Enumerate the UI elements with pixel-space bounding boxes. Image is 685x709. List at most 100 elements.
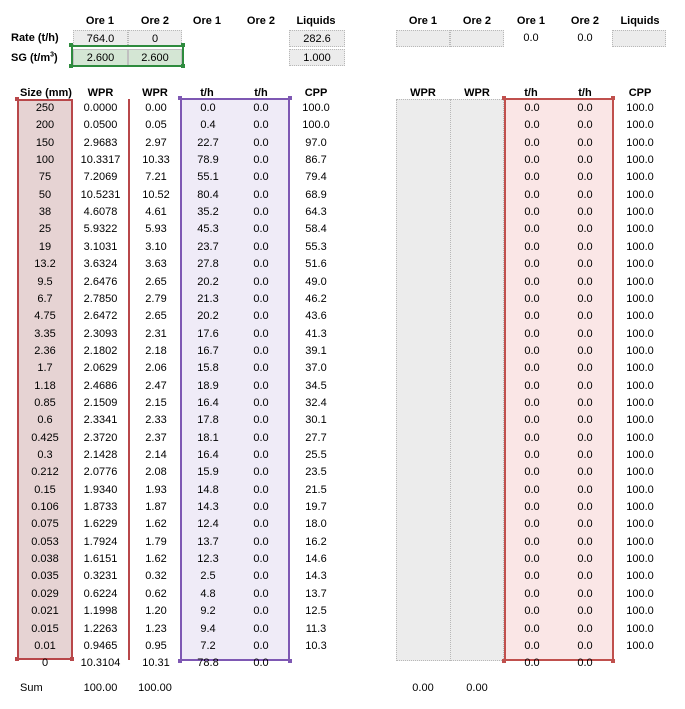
th-ore2-cell[interactable]: 0.0 xyxy=(253,379,269,392)
wpr-ore2-cell[interactable]: 1.62 xyxy=(145,553,167,566)
right-cpp-cell[interactable]: 100.0 xyxy=(626,639,654,652)
right-cpp-cell[interactable]: 100.0 xyxy=(626,396,654,409)
th-ore1-cell[interactable]: 16.4 xyxy=(197,449,219,461)
wpr-ore1-cell[interactable]: 2.1428 xyxy=(83,449,118,461)
right-th-ore1-cell[interactable]: 0.0 xyxy=(524,518,540,531)
wpr-ore2-cell[interactable]: 7.21 xyxy=(145,171,167,184)
wpr-ore1-cell[interactable]: 2.6476 xyxy=(83,275,118,288)
cpp-cell[interactable]: 86.7 xyxy=(305,154,327,167)
cpp-cell[interactable]: 25.5 xyxy=(305,449,327,461)
wpr-ore2-cell[interactable]: 1.87 xyxy=(145,501,167,514)
wpr-ore2-cell[interactable]: 4.61 xyxy=(145,206,167,219)
wpr-ore2-cell[interactable]: 1.23 xyxy=(145,622,167,635)
right-th-ore1-cell[interactable]: 0.0 xyxy=(524,605,540,618)
right-th-ore1-cell[interactable]: 0.0 xyxy=(524,206,540,219)
right-th-ore1-cell[interactable]: 0.0 xyxy=(524,119,540,132)
right-th-ore2-cell[interactable]: 0.0 xyxy=(577,639,593,652)
right-th-ore2-cell[interactable]: 0.0 xyxy=(577,310,593,323)
wpr-ore2-cell[interactable]: 2.18 xyxy=(145,344,167,357)
right-cpp-cell[interactable]: 100.0 xyxy=(626,119,654,132)
wpr-ore2-cell[interactable]: 1.20 xyxy=(145,605,167,618)
wpr-ore2-cell[interactable]: 0.95 xyxy=(145,639,167,652)
th-ore2-cell[interactable]: 0.0 xyxy=(253,258,269,271)
size-cell[interactable]: 75 xyxy=(38,171,52,184)
wpr-ore2-cell[interactable]: 2.97 xyxy=(145,136,167,149)
th-ore1-cell[interactable]: 23.7 xyxy=(197,240,219,253)
wpr-ore2-cell[interactable]: 2.65 xyxy=(145,310,167,323)
wpr-ore2-cell[interactable]: 2.47 xyxy=(145,379,167,392)
th-ore1-cell[interactable]: 18.9 xyxy=(197,379,219,392)
right-cpp-cell[interactable]: 100.0 xyxy=(626,449,654,461)
right-th-ore1-cell[interactable]: 0.0 xyxy=(524,639,540,652)
size-cell[interactable]: 0.053 xyxy=(31,535,59,548)
right-th-ore1-cell[interactable]: 0.0 xyxy=(524,344,540,357)
wpr-ore1-cell[interactable]: 0.9465 xyxy=(83,639,118,652)
right-cpp-cell[interactable]: 100.0 xyxy=(626,206,654,219)
wpr-ore1-cell[interactable]: 2.0776 xyxy=(83,466,118,479)
right-th-ore1-cell[interactable]: 0.0 xyxy=(524,501,540,514)
th-ore2-cell[interactable]: 0.0 xyxy=(253,344,269,357)
right-th-ore2-cell[interactable]: 0.0 xyxy=(577,518,593,531)
size-cell[interactable]: 200 xyxy=(35,119,55,132)
th-ore1-cell[interactable]: 22.7 xyxy=(197,136,219,149)
right-cpp-cell[interactable]: 100.0 xyxy=(626,240,654,253)
cpp-cell[interactable]: 46.2 xyxy=(305,292,327,305)
wpr-ore2-cell[interactable]: 2.37 xyxy=(145,431,167,444)
th-ore2-cell[interactable]: 0.0 xyxy=(253,136,269,149)
wpr-ore1-cell[interactable]: 3.6324 xyxy=(83,258,118,271)
right-th-ore1-cell[interactable]: 0.0 xyxy=(524,414,540,427)
wpr-ore1-cell[interactable]: 0.3231 xyxy=(83,570,118,583)
right-cpp-cell[interactable]: 100.0 xyxy=(626,587,654,600)
wpr-ore2-cell[interactable]: 3.63 xyxy=(145,258,167,271)
th-ore1-cell[interactable]: 15.8 xyxy=(197,362,219,375)
right-cpp-cell[interactable]: 100.0 xyxy=(626,188,654,201)
cpp-cell[interactable]: 19.7 xyxy=(305,501,327,514)
right-cpp-cell[interactable]: 100.0 xyxy=(626,622,654,635)
sg-ore2-input[interactable]: 2.600 xyxy=(128,49,182,66)
th-ore2-cell[interactable]: 0.0 xyxy=(253,362,269,375)
cpp-cell[interactable]: 39.1 xyxy=(305,344,327,357)
wpr-ore1-cell[interactable]: 0.0000 xyxy=(83,102,118,114)
right-th-ore2-cell[interactable]: 0.0 xyxy=(577,553,593,566)
th-ore1-cell[interactable]: 7.2 xyxy=(200,639,216,652)
cpp-cell[interactable]: 58.4 xyxy=(305,223,327,236)
th-ore2-cell[interactable]: 0.0 xyxy=(253,327,269,340)
size-cell[interactable]: 50 xyxy=(38,188,52,201)
th-ore1-cell[interactable]: 18.1 xyxy=(197,431,219,444)
right-th-ore2-cell[interactable]: 0.0 xyxy=(577,449,593,461)
cpp-cell[interactable]: 97.0 xyxy=(305,136,327,149)
rate-liquids-value[interactable]: 282.6 xyxy=(289,30,345,47)
right-cpp-cell[interactable]: 100.0 xyxy=(626,605,654,618)
size-cell[interactable]: 0.01 xyxy=(34,639,56,652)
size-cell[interactable]: 25 xyxy=(38,223,52,236)
cpp-cell[interactable]: 34.5 xyxy=(305,379,327,392)
right-th-ore1-cell[interactable]: 0.0 xyxy=(524,570,540,583)
right-th-ore1-cell[interactable]: 0.0 xyxy=(524,310,540,323)
size-cell[interactable]: 0.85 xyxy=(34,396,56,409)
size-cell[interactable]: 150 xyxy=(35,136,55,149)
cpp-cell[interactable]: 14.6 xyxy=(305,553,327,566)
cpp-cell[interactable]: 64.3 xyxy=(305,206,327,219)
right-th-ore2-cell[interactable]: 0.0 xyxy=(577,570,593,583)
right-th-ore2-cell[interactable]: 0.0 xyxy=(577,206,593,219)
right-th-ore2-cell[interactable]: 0.0 xyxy=(577,431,593,444)
right-cpp-cell[interactable]: 100.0 xyxy=(626,327,654,340)
th-ore1-cell[interactable]: 78.8 xyxy=(197,657,219,670)
size-cell[interactable]: 0.035 xyxy=(31,570,59,583)
th-ore2-cell[interactable]: 0.0 xyxy=(253,587,269,600)
right-th-ore2-cell[interactable]: 0.0 xyxy=(577,258,593,271)
wpr-ore1-cell[interactable]: 2.1509 xyxy=(83,396,118,409)
th-ore2-cell[interactable]: 0.0 xyxy=(253,275,269,288)
th-ore2-cell[interactable]: 0.0 xyxy=(253,501,269,514)
wpr-ore2-cell[interactable]: 2.65 xyxy=(145,275,167,288)
th-ore2-cell[interactable]: 0.0 xyxy=(253,292,269,305)
right-th-ore1-cell[interactable]: 0.0 xyxy=(524,622,540,635)
th-ore2-cell[interactable]: 0.0 xyxy=(253,119,269,132)
size-cell[interactable]: 0.021 xyxy=(31,605,59,618)
cpp-cell[interactable]: 79.4 xyxy=(305,171,327,184)
wpr-ore1-cell[interactable]: 10.3317 xyxy=(80,154,121,167)
right-th-ore1-cell[interactable]: 0.0 xyxy=(524,362,540,375)
th-ore1-cell[interactable]: 0.4 xyxy=(200,119,216,132)
wpr-ore1-cell[interactable]: 1.2263 xyxy=(83,622,118,635)
right-cpp-cell[interactable]: 100.0 xyxy=(626,501,654,514)
